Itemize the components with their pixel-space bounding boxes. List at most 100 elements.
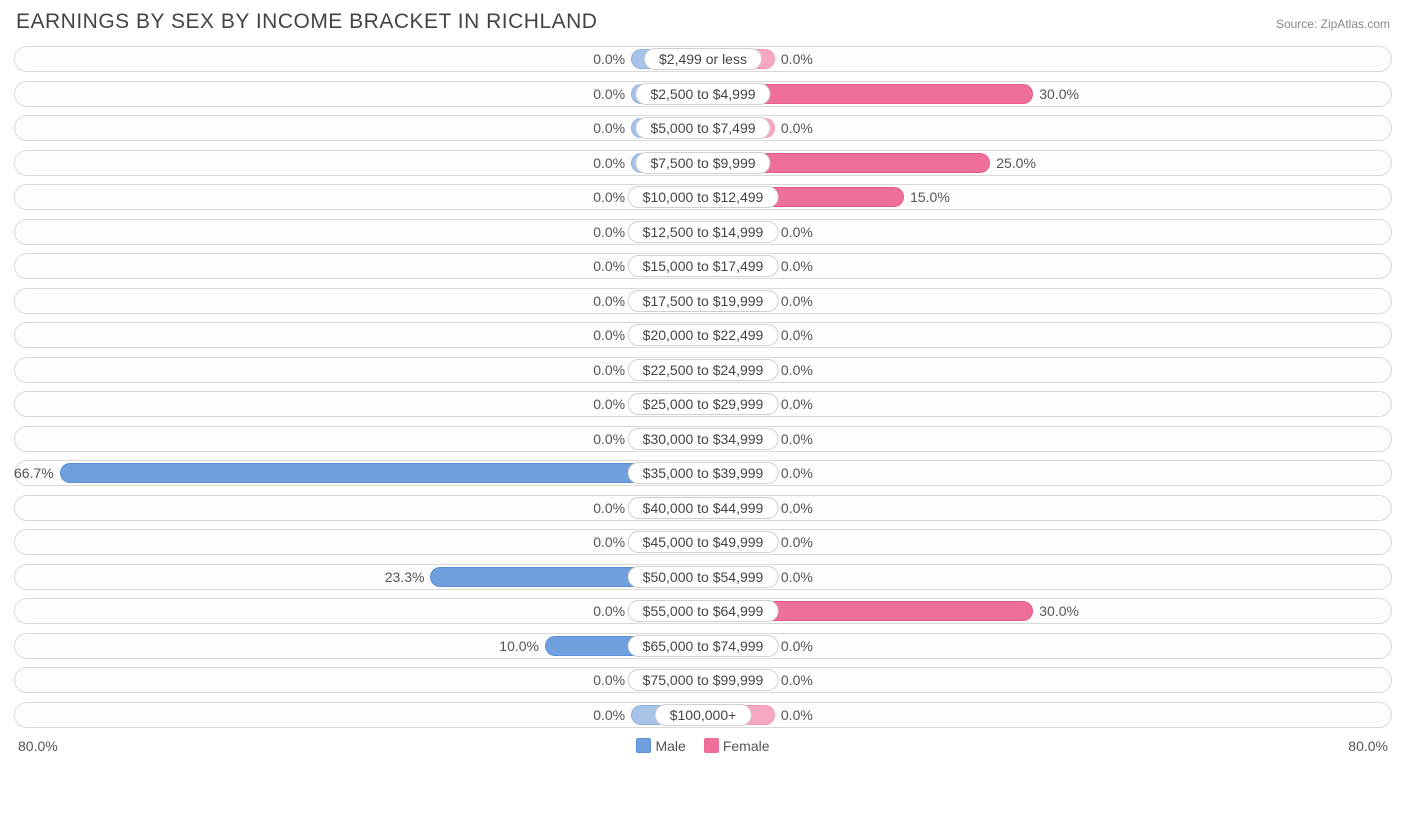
female-value-label: 0.0% [781,638,813,654]
category-label: $100,000+ [655,704,752,726]
category-label: $25,000 to $29,999 [628,393,779,415]
male-value-label: 0.0% [593,362,625,378]
male-half: 10.0% [14,629,703,664]
male-half: 0.0% [14,353,703,388]
male-half: 0.0% [14,180,703,215]
chart-row: 0.0% 0.0% $2,499 or less [14,42,1392,77]
female-half: 0.0% [703,629,1392,664]
female-value-label: 0.0% [781,707,813,723]
male-value-label: 23.3% [385,569,425,585]
male-value-label: 0.0% [593,51,625,67]
header: EARNINGS BY SEX BY INCOME BRACKET IN RIC… [14,10,1392,42]
female-value-label: 0.0% [781,258,813,274]
chart-row: 0.0% 0.0% $100,000+ [14,698,1392,733]
male-value-label: 0.0% [593,500,625,516]
chart-row: 0.0% 30.0%$2,500 to $4,999 [14,77,1392,112]
axis-max-left: 80.0% [18,738,58,754]
category-label: $45,000 to $49,999 [628,531,779,553]
source-name: ZipAtlas.com [1321,17,1390,31]
female-half: 25.0% [703,146,1392,181]
female-value-label: 0.0% [781,396,813,412]
female-half: 0.0% [703,318,1392,353]
male-swatch-icon [636,738,651,753]
category-label: $10,000 to $12,499 [628,186,779,208]
male-value-label: 0.0% [593,86,625,102]
male-half: 0.0% [14,698,703,733]
female-half: 0.0% [703,215,1392,250]
male-half: 0.0% [14,249,703,284]
chart-row: 0.0% 0.0%$25,000 to $29,999 [14,387,1392,422]
female-half: 0.0% [703,387,1392,422]
female-half: 0.0% [703,491,1392,526]
female-half: 0.0% [703,525,1392,560]
chart-row: 0.0%0.0%$12,500 to $14,999 [14,215,1392,250]
female-half: 30.0% [703,594,1392,629]
female-value-label: 0.0% [781,534,813,550]
category-label: $75,000 to $99,999 [628,669,779,691]
male-half: 0.0% [14,491,703,526]
female-half: 0.0% [703,111,1392,146]
female-value-label: 15.0% [910,189,950,205]
male-value-label: 0.0% [593,534,625,550]
source-prefix: Source: [1276,17,1321,31]
male-half: 0.0% [14,525,703,560]
category-label: $2,500 to $4,999 [635,83,770,105]
category-label: $55,000 to $64,999 [628,600,779,622]
chart-row: 0.0%0.0%$30,000 to $34,999 [14,422,1392,457]
category-label: $2,499 or less [644,48,762,70]
chart-row: 0.0%0.0%$17,500 to $19,999 [14,284,1392,319]
female-value-label: 0.0% [781,51,813,67]
female-half: 15.0% [703,180,1392,215]
female-value-label: 0.0% [781,327,813,343]
male-half: 66.7% [14,456,703,491]
male-value-label: 0.0% [593,189,625,205]
female-value-label: 0.0% [781,672,813,688]
female-half: 0.0% [703,560,1392,595]
female-half: 0.0% [703,456,1392,491]
category-label: $65,000 to $74,999 [628,635,779,657]
chart-row: 0.0%0.0%$15,000 to $17,499 [14,249,1392,284]
male-half: 23.3% [14,560,703,595]
male-value-label: 0.0% [593,224,625,240]
category-label: $22,500 to $24,999 [628,359,779,381]
female-half: 0.0% [703,353,1392,388]
female-half: 30.0% [703,77,1392,112]
diverging-bar-chart: 0.0%0.0%$2,499 or less0.0%30.0%$2,500 to… [14,42,1392,732]
male-half: 0.0% [14,387,703,422]
male-half: 0.0% [14,146,703,181]
male-value-label: 0.0% [593,707,625,723]
male-half: 0.0% [14,111,703,146]
legend-male-label: Male [655,738,685,754]
male-value-label: 0.0% [593,431,625,447]
axis-max-right: 80.0% [1348,738,1388,754]
female-value-label: 0.0% [781,362,813,378]
chart-row: 0.0% 0.0%$22,500 to $24,999 [14,353,1392,388]
male-value-label: 10.0% [499,638,539,654]
female-half: 0.0% [703,284,1392,319]
category-label: $5,000 to $7,499 [635,117,770,139]
category-label: $40,000 to $44,999 [628,497,779,519]
male-bar [60,463,700,483]
chart-row: 0.0% 0.0%$45,000 to $49,999 [14,525,1392,560]
female-value-label: 30.0% [1039,603,1079,619]
female-value-label: 0.0% [781,293,813,309]
female-half: 0.0% [703,42,1392,77]
chart-row: 10.0% 0.0%$65,000 to $74,999 [14,629,1392,664]
chart-row: 0.0% 0.0%$40,000 to $44,999 [14,491,1392,526]
male-value-label: 0.0% [593,258,625,274]
male-half: 0.0% [14,42,703,77]
male-half: 0.0% [14,77,703,112]
chart-row: 66.7%0.0%$35,000 to $39,999 [14,456,1392,491]
male-value-label: 0.0% [593,327,625,343]
chart-row: 23.3%0.0%$50,000 to $54,999 [14,560,1392,595]
male-half: 0.0% [14,215,703,250]
female-value-label: 25.0% [996,155,1036,171]
category-label: $7,500 to $9,999 [635,152,770,174]
male-half: 0.0% [14,422,703,457]
male-half: 0.0% [14,318,703,353]
male-value-label: 0.0% [593,396,625,412]
female-value-label: 0.0% [781,431,813,447]
female-value-label: 0.0% [781,569,813,585]
female-half: 0.0% [703,663,1392,698]
female-half: 0.0% [703,422,1392,457]
